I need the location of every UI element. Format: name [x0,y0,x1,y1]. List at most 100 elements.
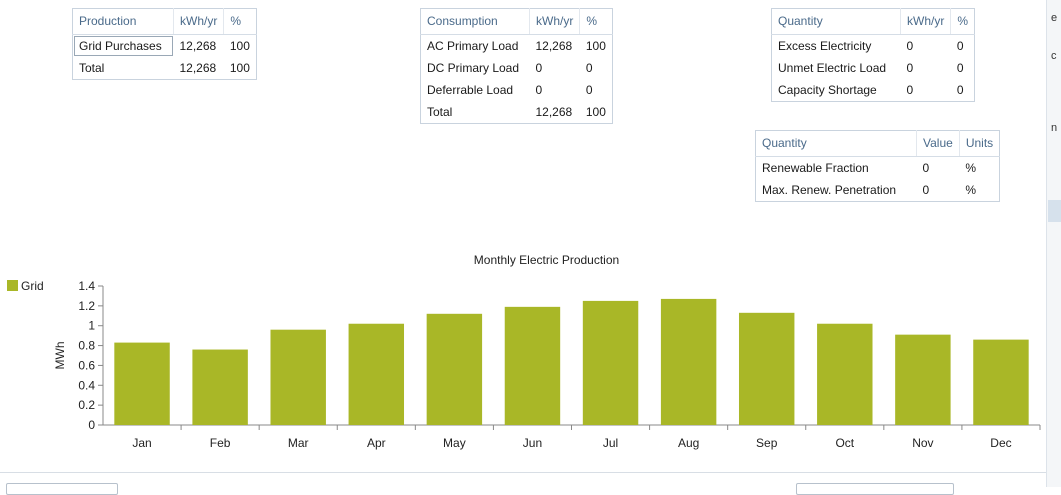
table-cell[interactable]: 12,268 [535,39,573,53]
bar [973,339,1029,425]
x-tick-label: Nov [912,436,933,450]
table-cell[interactable]: 100 [229,39,250,53]
table-cell[interactable]: 12,268 [535,105,573,119]
y-tick-label: 1 [88,319,95,333]
column-header[interactable]: kWh/yr [900,8,952,35]
y-tick-label: 1.2 [78,299,95,313]
table-row[interactable]: AC Primary Load 12,268 100 [421,35,613,58]
table-cell[interactable]: 12,268 [179,39,217,53]
table-row[interactable]: Excess Electricity 0 0 [772,35,975,58]
bar [504,306,561,425]
table-cell[interactable]: 0 [906,83,914,97]
bar [348,323,405,425]
column-header[interactable]: Consumption [420,8,530,35]
edge-glyph: n [1051,122,1058,134]
column-header[interactable]: kWh/yr [173,8,225,35]
table-cell[interactable]: Capacity Shortage [778,83,877,97]
bottom-left-control[interactable] [6,483,118,495]
bar [192,349,248,425]
bar [114,342,170,425]
table-row[interactable]: Total 12,268 100 [73,57,257,80]
renewable-table: Quantity Value Units Renewable Fraction … [755,130,1001,202]
table-cell[interactable]: Grid Purchases [73,35,174,58]
table-row[interactable]: DC Primary Load 0 0 [421,57,613,79]
y-tick-label: 0.4 [78,378,95,392]
column-header[interactable]: Value [916,130,960,157]
table-row[interactable]: Total 12,268 100 [421,101,613,124]
y-tick-label: 1.4 [78,279,95,293]
bar [270,329,326,425]
column-header[interactable]: Quantity [771,8,901,35]
table-row[interactable]: Unmet Electric Load 0 0 [772,57,975,79]
table-cell[interactable]: Deferrable Load [427,83,514,97]
x-tick-label: May [443,436,466,450]
x-tick-label: Jun [523,436,542,450]
table-cell[interactable]: Total [79,61,105,75]
consumption-table: Consumption kWh/yr % AC Primary Load 12,… [420,8,613,124]
table-cell[interactable]: 100 [585,105,606,119]
x-tick-label: Jul [603,436,618,450]
y-tick-label: 0 [88,418,95,432]
table-header-row: Quantity Value Units [755,130,1000,157]
table-cell[interactable]: 0 [585,61,593,75]
x-tick-label: Feb [210,436,231,450]
column-header[interactable]: kWh/yr [529,8,581,35]
table-cell[interactable]: 0 [535,83,543,97]
table-row[interactable]: Deferrable Load 0 0 [421,79,613,101]
table-cell[interactable]: Unmet Electric Load [778,61,887,75]
table-cell[interactable]: % [965,161,976,175]
table-cell[interactable]: 0 [956,83,964,97]
edge-highlight [1048,200,1061,222]
bar [817,323,873,425]
bar [660,298,717,425]
bottom-right-control[interactable] [796,483,954,495]
table-cell[interactable]: 100 [229,61,250,75]
column-header[interactable]: % [950,8,975,35]
table-cell[interactable]: % [965,183,976,197]
table-cell[interactable]: 0 [956,39,964,53]
table-cell[interactable]: 0 [585,83,593,97]
column-header[interactable]: % [579,8,613,35]
table-cell[interactable]: 0 [922,161,930,175]
legend-swatch [7,280,18,291]
table-cell[interactable]: AC Primary Load [427,39,519,53]
table-row[interactable]: Renewable Fraction 0 % [756,157,1000,180]
table-cell[interactable]: 12,268 [179,61,217,75]
table-row[interactable]: Capacity Shortage 0 0 [772,79,975,102]
y-tick-label: 0.2 [78,398,95,412]
table-cell[interactable]: 100 [585,39,606,53]
table-cell[interactable]: Max. Renew. Penetration [762,183,897,197]
x-tick-label: Dec [990,436,1011,450]
table-row[interactable]: Max. Renew. Penetration 0 % [756,179,1000,202]
table-cell[interactable]: 0 [535,61,543,75]
y-tick-label: 0.6 [78,358,95,372]
chart-title: Monthly Electric Production [474,253,619,267]
x-tick-label: Aug [678,436,699,450]
bottom-toolbar [0,472,1046,495]
y-tick-label: 0.8 [78,339,95,353]
table-header-row: Production kWh/yr % [72,8,257,35]
table-cell[interactable]: 0 [906,61,914,75]
column-header[interactable]: Quantity [755,130,917,157]
table-cell[interactable]: Excess Electricity [778,39,872,53]
column-header[interactable]: Production [72,8,174,35]
table-cell[interactable]: 0 [922,183,930,197]
column-header[interactable]: % [223,8,257,35]
right-panel-edge: e c n [1046,0,1061,487]
x-tick-label: Jan [132,436,151,450]
column-header[interactable]: Units [959,130,1000,157]
table-cell[interactable]: Renewable Fraction [762,161,869,175]
x-tick-label: Oct [835,436,854,450]
table-cell[interactable]: DC Primary Load [427,61,520,75]
table-header-row: Consumption kWh/yr % [420,8,613,35]
x-tick-label: Sep [756,436,778,450]
table-row[interactable]: Grid Purchases 12,268 100 [73,35,257,58]
monthly-electric-production-chart: Monthly Electric Production Grid MWh 0 0.2 0.… [7,253,1041,450]
table-cell[interactable]: Total [427,105,453,119]
table-cell[interactable]: 0 [956,61,964,75]
y-axis-label: MWh [53,342,67,370]
quantity-table: Quantity kWh/yr % Excess Electricity 0 0… [771,8,976,102]
production-table: Production kWh/yr % Grid Purchases 12,26… [72,8,257,80]
table-cell[interactable]: 0 [906,39,914,53]
bar [895,334,951,425]
